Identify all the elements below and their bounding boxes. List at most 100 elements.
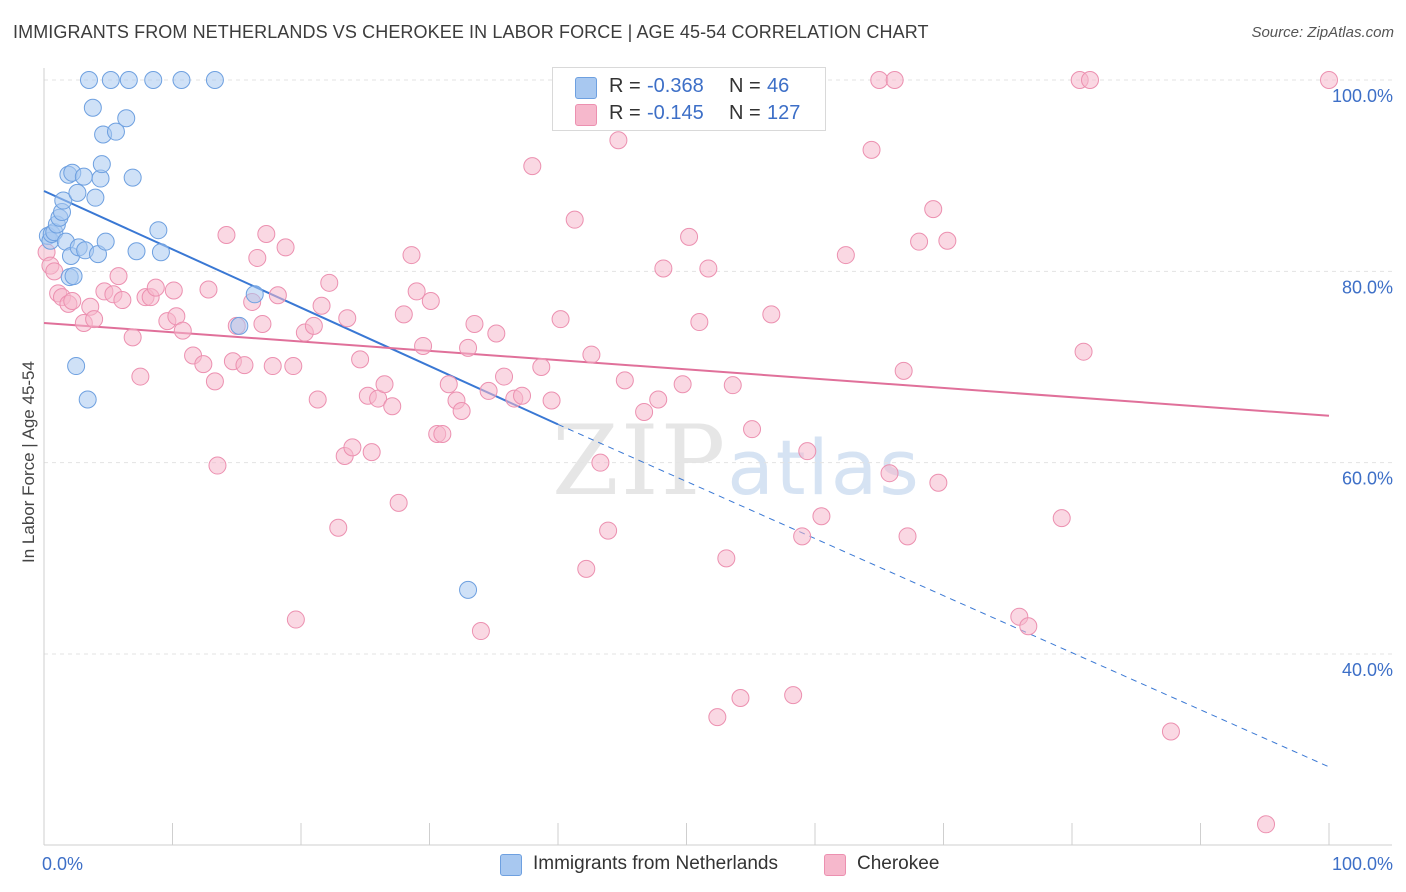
point-cherokee: [551, 310, 570, 329]
point-cherokee: [343, 438, 362, 457]
point-cherokee: [375, 375, 394, 394]
point-cherokee: [351, 350, 370, 369]
point-cherokee: [402, 246, 421, 265]
point-cherokee: [308, 390, 327, 409]
point-cherokee: [793, 527, 812, 546]
legend-swatch-netherlands: [575, 77, 597, 99]
point-netherlands: [64, 267, 83, 286]
point-cherokee: [1080, 71, 1099, 89]
chart-title: IMMIGRANTS FROM NETHERLANDS VS CHEROKEE …: [13, 22, 929, 42]
point-netherlands: [101, 71, 120, 89]
point-cherokee: [217, 225, 236, 244]
point-cherokee: [63, 291, 82, 310]
point-cherokee: [263, 357, 282, 376]
point-cherokee: [329, 518, 348, 537]
point-cherokee: [85, 310, 104, 329]
chart-source: Source: ZipAtlas.com: [1251, 24, 1394, 41]
point-cherokee: [123, 328, 142, 347]
point-cherokee: [784, 686, 803, 705]
x-tick-label: 100.0%: [1332, 854, 1393, 874]
point-cherokee: [407, 282, 426, 301]
n-label: N =: [729, 102, 761, 124]
point-cherokee: [591, 453, 610, 472]
point-cherokee: [194, 355, 213, 374]
point-cherokee: [654, 259, 673, 278]
point-cherokee: [910, 232, 929, 251]
stats-row-netherlands: R = -0.368 N = 46: [553, 74, 825, 100]
point-cherokee: [208, 456, 227, 475]
point-cherokee: [635, 402, 654, 421]
point-cherokee: [938, 231, 957, 250]
y-axis-label: In Labor Force | Age 45-54: [19, 361, 38, 563]
point-cherokee: [532, 358, 551, 376]
point-netherlands: [459, 580, 478, 599]
point-cherokee: [615, 371, 634, 390]
point-netherlands: [92, 155, 111, 174]
point-cherokee: [565, 210, 584, 229]
n-value: 127: [767, 102, 801, 124]
point-cherokee: [286, 610, 305, 629]
point-netherlands: [79, 71, 98, 89]
point-cherokee: [870, 71, 889, 89]
point-cherokee: [268, 286, 287, 305]
point-cherokee: [731, 689, 750, 708]
point-cherokee: [542, 391, 561, 410]
point-cherokee: [414, 336, 433, 355]
point-cherokee: [394, 305, 413, 324]
point-cherokee: [1074, 342, 1093, 361]
axes: [43, 68, 1392, 846]
point-cherokee: [1257, 815, 1276, 834]
point-netherlands: [119, 71, 138, 89]
point-cherokee: [45, 262, 64, 281]
point-netherlands: [68, 183, 87, 202]
point-netherlands: [74, 167, 93, 186]
point-cherokee: [699, 259, 718, 278]
point-cherokee: [284, 357, 303, 376]
point-netherlands: [205, 71, 224, 89]
point-cherokee: [471, 622, 490, 641]
point-cherokee: [421, 291, 440, 310]
legend-label-cherokee: Cherokee: [857, 853, 940, 874]
point-cherokee: [487, 324, 506, 343]
point-netherlands: [117, 109, 136, 128]
point-netherlands: [123, 168, 142, 187]
legend-swatch-cherokee: [824, 854, 846, 876]
point-cherokee: [762, 305, 781, 324]
r-value: -0.145: [647, 102, 704, 124]
legend-label-netherlands: Immigrants from Netherlands: [533, 853, 778, 874]
point-netherlands: [230, 316, 249, 335]
point-cherokee: [452, 402, 471, 421]
r-label: R =: [609, 102, 641, 124]
point-cherokee: [1052, 509, 1071, 528]
point-cherokee: [798, 442, 817, 461]
tick-labels: 40.0% 60.0% 80.0% 100.0% 0.0% 100.0% In Labor …: [19, 86, 1393, 874]
series-legend: Immigrants from Netherlands Cherokee: [0, 853, 1406, 877]
point-netherlands: [83, 98, 102, 117]
point-cherokee: [1320, 71, 1338, 89]
point-cherokee: [131, 367, 150, 386]
point-cherokee: [362, 443, 381, 462]
stats-row-cherokee: R = -0.145 N = 127: [553, 101, 825, 127]
stats-legend: R = -0.368 N = 46 R = -0.145 N = 127: [552, 67, 826, 131]
point-cherokee: [465, 314, 484, 333]
point-cherokee: [304, 316, 323, 335]
y-tick-label: 60.0%: [1342, 469, 1393, 489]
point-cherokee: [146, 278, 165, 297]
point-netherlands: [144, 71, 163, 89]
point-cherokee: [924, 200, 943, 219]
point-cherokee: [383, 397, 402, 416]
point-cherokee: [433, 424, 452, 443]
point-cherokee: [1019, 617, 1038, 636]
trend-line-cherokee: [43, 321, 1330, 417]
point-netherlands: [96, 232, 115, 251]
point-cherokee: [312, 296, 331, 315]
point-netherlands: [86, 188, 105, 207]
r-value: -0.368: [647, 75, 704, 97]
trend-line-netherlands: [43, 190, 559, 426]
point-cherokee: [898, 527, 917, 546]
point-cherokee: [338, 309, 357, 328]
point-cherokee: [723, 376, 742, 395]
point-cherokee: [173, 321, 192, 340]
point-cherokee: [880, 464, 899, 483]
